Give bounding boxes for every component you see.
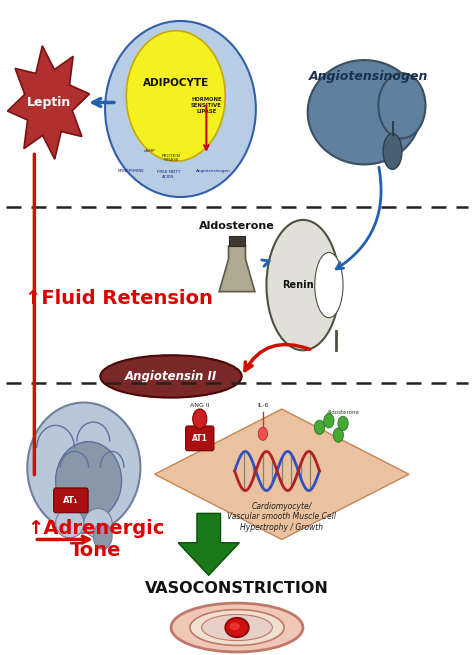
Text: EPINEPHRINE: EPINEPHRINE: [118, 169, 145, 173]
FancyBboxPatch shape: [186, 426, 214, 451]
Polygon shape: [155, 409, 409, 540]
Ellipse shape: [229, 622, 240, 630]
Ellipse shape: [171, 603, 303, 652]
Text: ↑Fluid Retension: ↑Fluid Retension: [25, 289, 213, 308]
Text: FREE FATTY
ACIDS: FREE FATTY ACIDS: [157, 170, 181, 179]
Ellipse shape: [266, 220, 339, 350]
Circle shape: [193, 409, 207, 428]
Text: Leptin: Leptin: [27, 96, 71, 109]
Text: HORMONE
SENSITIVE
LIPASE: HORMONE SENSITIVE LIPASE: [191, 98, 222, 114]
Circle shape: [324, 413, 334, 428]
Text: Renin: Renin: [283, 280, 314, 290]
Ellipse shape: [126, 31, 225, 161]
Polygon shape: [219, 246, 255, 291]
Text: IL-6: IL-6: [257, 403, 269, 408]
Ellipse shape: [308, 60, 421, 164]
Ellipse shape: [105, 21, 256, 197]
Text: cAMP: cAMP: [144, 149, 155, 153]
FancyBboxPatch shape: [228, 236, 246, 246]
Text: Aldosterone: Aldosterone: [199, 221, 275, 231]
Ellipse shape: [55, 508, 84, 538]
Circle shape: [333, 428, 344, 442]
Text: PROTEIN
KINASE: PROTEIN KINASE: [162, 154, 181, 162]
Text: AT1: AT1: [192, 434, 208, 443]
Ellipse shape: [190, 610, 284, 645]
Text: ADIPOCYTE: ADIPOCYTE: [143, 78, 209, 88]
Text: Angiotensinogen: Angiotensinogen: [309, 70, 428, 83]
Polygon shape: [8, 46, 90, 159]
Polygon shape: [178, 514, 239, 575]
Text: ↑Adrenergic
Tone: ↑Adrenergic Tone: [27, 519, 164, 560]
Text: Angiotensin II: Angiotensin II: [125, 370, 217, 383]
Circle shape: [338, 416, 348, 430]
Ellipse shape: [201, 614, 273, 641]
Text: Cardiomyocyte/
Vascular smooth Muscle Cell
Hypertrophy / Growth: Cardiomyocyte/ Vascular smooth Muscle Ce…: [227, 502, 336, 532]
Text: ANG II: ANG II: [190, 403, 210, 408]
FancyBboxPatch shape: [54, 488, 88, 513]
Text: Angiotensinogen: Angiotensinogen: [196, 169, 231, 173]
Text: AT₁: AT₁: [64, 496, 79, 505]
Circle shape: [314, 420, 325, 434]
Ellipse shape: [383, 134, 402, 170]
Ellipse shape: [225, 618, 249, 637]
Ellipse shape: [84, 508, 112, 538]
Circle shape: [258, 427, 268, 440]
Text: VASOCONSTRICTION: VASOCONSTRICTION: [145, 581, 329, 596]
Ellipse shape: [55, 441, 121, 520]
Ellipse shape: [93, 523, 112, 550]
Ellipse shape: [27, 403, 140, 533]
Ellipse shape: [378, 73, 426, 138]
Ellipse shape: [100, 355, 242, 398]
Text: Aldosterone: Aldosterone: [327, 410, 359, 415]
Ellipse shape: [315, 252, 343, 318]
